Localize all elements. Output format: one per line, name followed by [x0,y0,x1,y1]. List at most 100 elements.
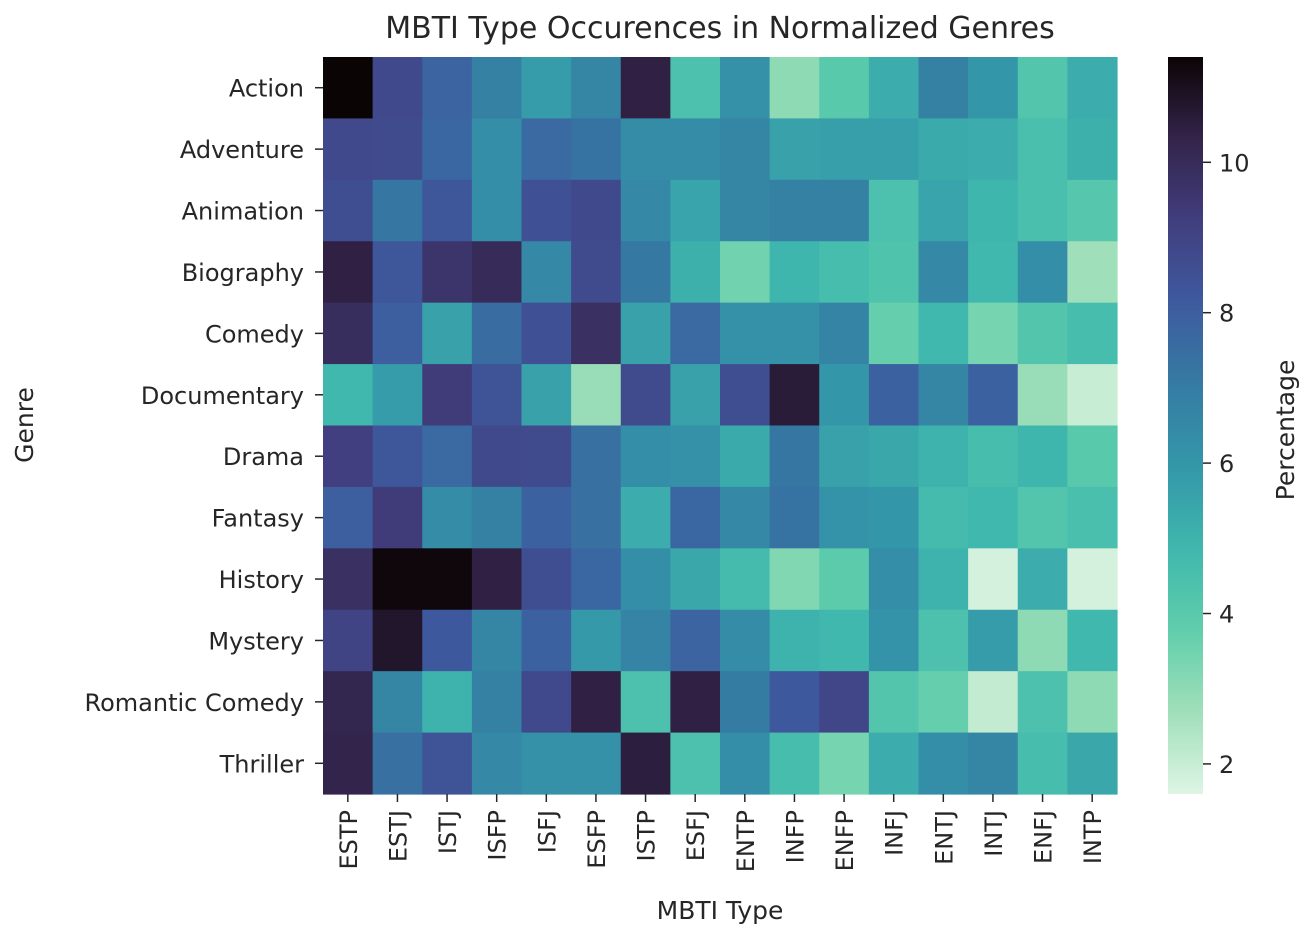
heatmap-cell [1017,179,1068,242]
x-tick-label: ISFP [484,810,512,861]
heatmap-cell [819,486,870,549]
heatmap-cell [521,732,572,795]
heatmap-cell [918,425,969,488]
heatmap-cell [968,241,1019,304]
heatmap-cell [968,548,1019,611]
heatmap-cell [819,732,870,795]
heatmap-cell [422,671,473,734]
heatmap-cell [819,302,870,365]
heatmap-cell [868,732,920,795]
x-axis-ticks: ESTP ESTJ ISTJ ISFP ISFJ ESFP ISTP ESFJ ENTP INFP… [335,794,1107,872]
heatmap-cell [918,548,969,611]
heatmap-cell [521,118,572,181]
heatmap-cell [521,241,572,304]
heatmap-cell [868,671,920,734]
heatmap-cell [620,609,671,672]
heatmap-cell [372,425,423,488]
heatmap-cell [521,548,572,611]
heatmap-cell [1067,609,1118,672]
heatmap-cell [571,548,622,611]
heatmap-cell [372,57,423,120]
x-tick-label: INTJ [980,810,1008,857]
heatmap-cell [1017,118,1068,181]
heatmap-cell [670,425,721,488]
heatmap-cell [422,241,473,304]
heatmap-cell [323,179,374,242]
heatmap-cell [1067,179,1118,242]
heatmap-cell [968,118,1019,181]
heatmap-cell [868,57,920,120]
heatmap-cell [918,241,969,304]
heatmap-cell [918,364,969,427]
heatmap-cell [769,486,820,549]
heatmap-cell [670,302,721,365]
heatmap-cell [521,671,572,734]
heatmap-cell [521,57,572,120]
heatmap-cell [571,364,622,427]
heatmap-cell [968,179,1019,242]
heatmap-cell [620,486,671,549]
heatmap-cell [1017,732,1068,795]
heatmap-cell [323,671,374,734]
heatmap-cell [620,302,671,365]
heatmap-cell [372,302,423,365]
heatmap-cell [968,732,1019,795]
heatmap-cell [422,486,473,549]
heatmap-cell [769,364,820,427]
y-tick-label: Comedy [205,320,304,348]
heatmap-cell [323,241,374,304]
x-tick-label: ESTJ [384,810,412,862]
heatmap-cell [918,609,969,672]
y-tick-label: Biography [182,259,304,287]
heatmap-cell [720,302,771,365]
heatmap-cell [1017,486,1068,549]
heatmap-cell [323,425,374,488]
heatmap-cell [471,179,523,242]
heatmap-cell [819,118,870,181]
heatmap-cell [1017,609,1068,672]
heatmap-cell [769,302,820,365]
heatmap-cell [1067,241,1118,304]
heatmap-cell [968,486,1019,549]
heatmap-cell [819,671,870,734]
heatmap-cell [1067,486,1118,549]
heatmap-cell [422,302,473,365]
heatmap-cell [918,486,969,549]
heatmap-cell [422,179,473,242]
heatmap-cell [968,425,1019,488]
heatmap-cell [372,671,423,734]
heatmap-cell [323,486,374,549]
heatmap-cell [471,548,523,611]
x-tick-label: ENFP [831,810,859,871]
heatmap-cell [720,609,771,672]
y-tick-label: Animation [182,198,304,226]
heatmap-cell [968,57,1019,120]
heatmap-cell [571,179,622,242]
y-tick-label: Documentary [141,382,304,410]
heatmap-cell [819,548,870,611]
heatmap-cell [323,57,374,120]
heatmap-cell [521,179,572,242]
heatmap-cell [819,609,870,672]
colorbar-tick-label: 6 [1219,450,1234,478]
heatmap-cell [471,486,523,549]
colorbar-tick-label: 4 [1219,601,1234,629]
heatmap-cell [471,425,523,488]
heatmap-cell [769,671,820,734]
heatmap-cell [819,179,870,242]
x-tick-label: ESFP [583,810,611,869]
heatmap-cell [670,609,721,672]
heatmap-cell [372,732,423,795]
heatmap-cell [521,609,572,672]
heatmap-cell [819,57,870,120]
heatmap-cell [571,425,622,488]
heatmap-cell [571,57,622,120]
heatmap-cell [323,732,374,795]
heatmap-cell [868,609,920,672]
heatmap-cell [372,486,423,549]
heatmap-cell [372,548,423,611]
x-tick-label: ISTP [633,810,661,861]
x-tick-label: ESTP [335,810,363,870]
y-tick-label: Thriller [219,750,305,778]
